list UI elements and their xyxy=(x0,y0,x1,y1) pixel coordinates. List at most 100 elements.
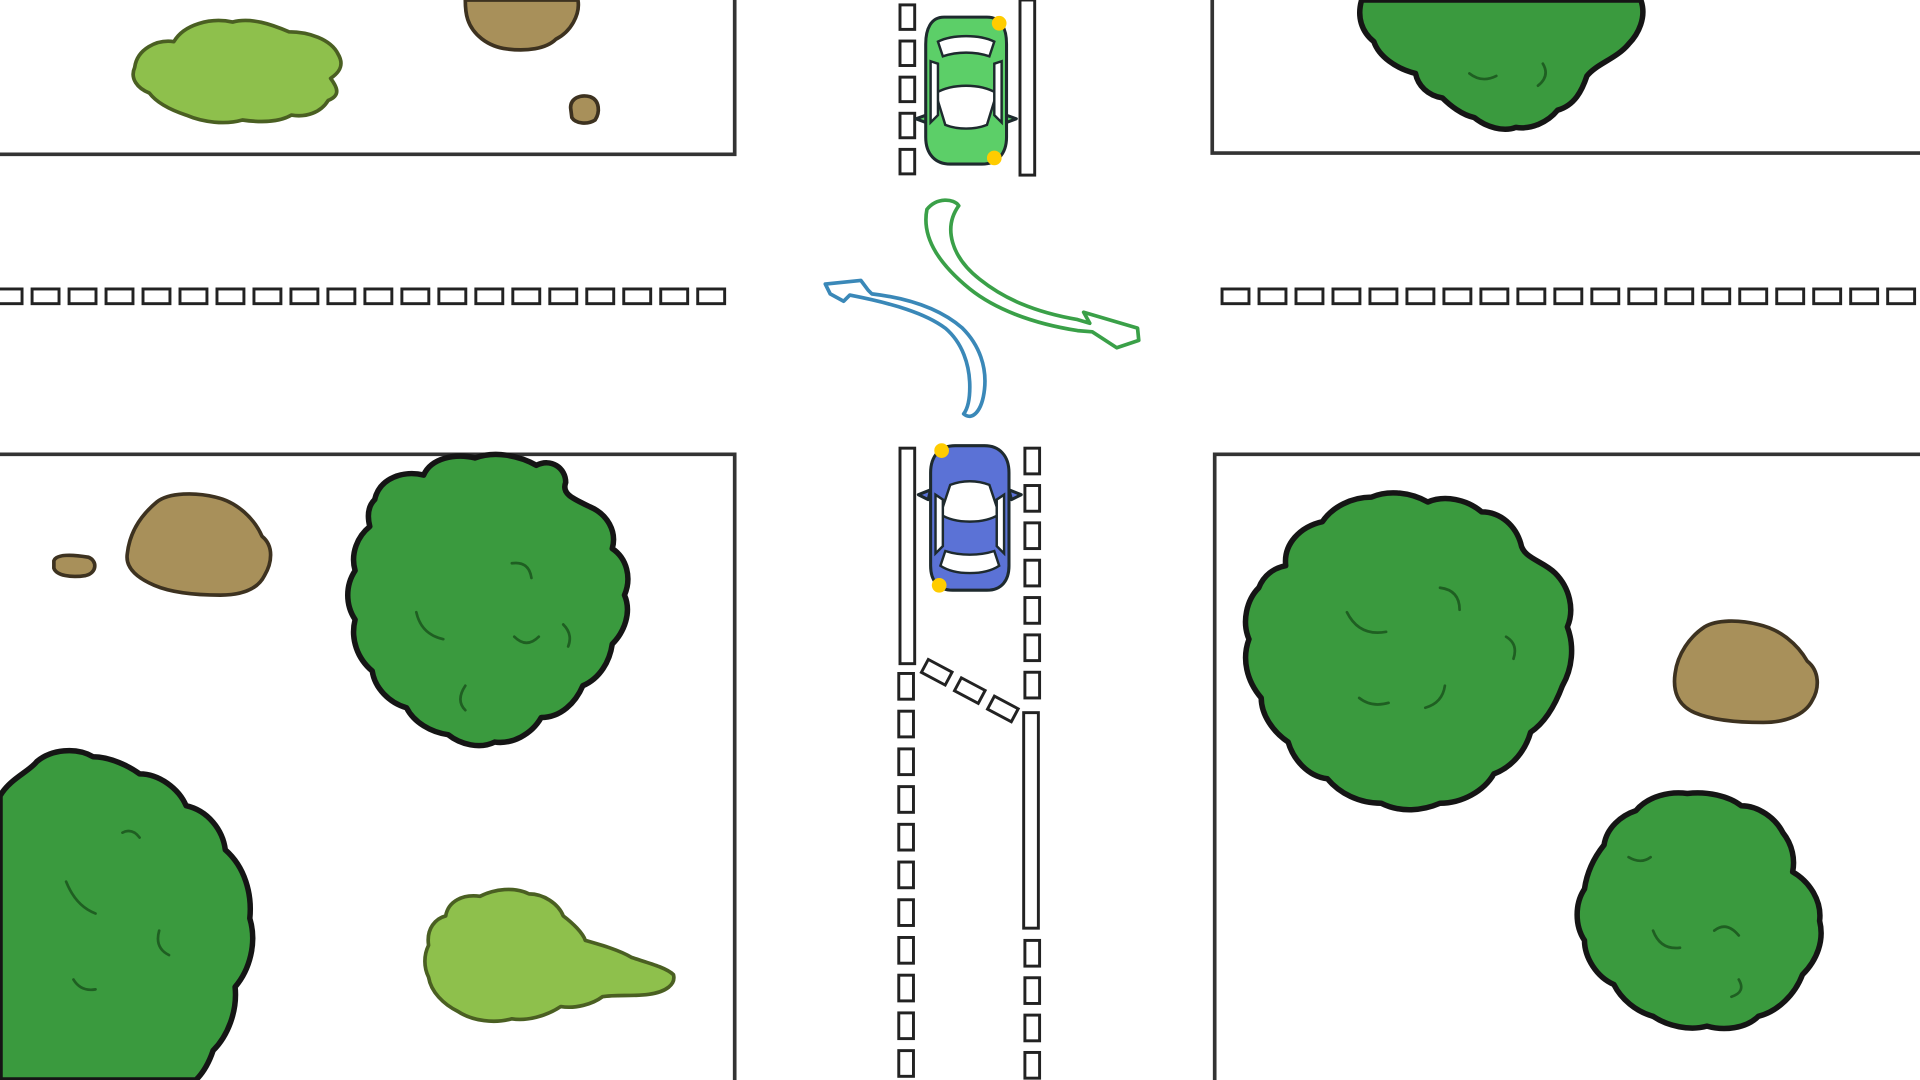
center-line-dash xyxy=(1886,287,1917,306)
lane-line-dash xyxy=(1023,670,1042,700)
pebble xyxy=(52,553,97,579)
tree xyxy=(1574,790,1824,1032)
lane-line-dash xyxy=(897,1049,915,1078)
center-line-dash xyxy=(1479,287,1510,306)
center-line-dash xyxy=(1664,287,1695,306)
center-line-dash xyxy=(474,287,505,306)
top-left-block-vegetation xyxy=(131,0,601,125)
blue-car-side-window-left xyxy=(934,492,945,557)
center-line-dash xyxy=(1627,287,1658,306)
lane-line-dash xyxy=(898,3,917,31)
lane-line-dash xyxy=(1023,938,1042,968)
lane-line-dash xyxy=(898,39,917,67)
lane-line-dash xyxy=(897,898,915,927)
center-line-dash xyxy=(289,287,320,306)
green-car-turn-signal-front xyxy=(986,150,1002,166)
center-line-dash xyxy=(1257,287,1288,306)
lane-line-dash xyxy=(898,75,917,104)
center-line-dash xyxy=(141,287,172,306)
center-line-dash xyxy=(400,287,431,306)
center-line-dash xyxy=(1590,287,1621,306)
lane-line-dash xyxy=(1023,1050,1042,1080)
lane-line-dash xyxy=(1023,633,1042,663)
top-right-block-vegetation xyxy=(1357,0,1646,133)
center-line-dash xyxy=(1294,287,1325,306)
center-line-dash xyxy=(326,287,357,306)
center-line-dash xyxy=(437,287,468,306)
curb-bottom-left xyxy=(0,452,737,1080)
solid-lane-line xyxy=(898,446,917,666)
lane-line-dash xyxy=(898,147,917,176)
bush xyxy=(423,887,676,1024)
pebble xyxy=(568,94,601,125)
center-line-dash xyxy=(548,287,579,306)
tree xyxy=(0,747,256,1080)
lane-line-dash xyxy=(898,111,917,140)
green-car-side-window-right xyxy=(993,59,1003,126)
curb-top-left xyxy=(0,0,737,157)
turn-lane-taper-dash xyxy=(952,675,988,706)
blue-car xyxy=(916,443,1023,593)
solid-lane-line xyxy=(1018,0,1037,177)
lane-line-dash xyxy=(897,935,915,965)
center-line-dash xyxy=(511,287,542,306)
blue-car-turn-signal-front xyxy=(934,443,949,458)
tree-detail xyxy=(414,561,572,712)
green-car-turn-signal-rear xyxy=(991,15,1007,31)
bottom-left-block-vegetation xyxy=(0,451,676,1080)
center-line-dash xyxy=(659,287,690,306)
turn-lane-taper-dash xyxy=(919,657,955,688)
center-line-dash xyxy=(585,287,616,306)
center-line-dash xyxy=(1849,287,1880,306)
center-line-dash xyxy=(1738,287,1769,306)
lane-line-dash xyxy=(1023,521,1042,551)
lane-line-dash xyxy=(897,973,915,1003)
blue-arrow-path xyxy=(823,278,987,419)
center-line-dash xyxy=(30,287,61,306)
blue-car-side-window-right xyxy=(995,492,1006,557)
lane-line-dash xyxy=(897,822,915,852)
center-line-dash xyxy=(1220,287,1251,306)
tree-detail xyxy=(1627,855,1743,999)
center-line-dash xyxy=(252,287,283,306)
rock xyxy=(125,492,273,597)
center-line-dash xyxy=(1553,287,1584,306)
lane-line-dash xyxy=(1023,558,1042,588)
blue-car-windshield xyxy=(938,480,1001,523)
center-line-dash xyxy=(0,287,24,306)
tree-detail xyxy=(1468,62,1547,88)
center-line-dash xyxy=(1368,287,1399,306)
lane-line-dash xyxy=(1023,976,1042,1005)
lane-line-dash xyxy=(1023,1013,1042,1043)
green-turn-arrow xyxy=(924,198,1141,350)
center-line-dash xyxy=(1701,287,1732,306)
bottom-right-block-vegetation xyxy=(1242,490,1824,1032)
tree-detail xyxy=(64,829,171,992)
lane-line-dash xyxy=(897,709,915,739)
center-line-dash xyxy=(696,287,727,306)
green-car-windshield xyxy=(934,84,999,130)
center-line-dash xyxy=(1775,287,1806,306)
lane-line-dash xyxy=(897,672,915,701)
lane-line-dash xyxy=(1023,596,1042,625)
blue-car-turn-signal-rear xyxy=(931,577,947,593)
lane-line-dash xyxy=(897,747,915,777)
blue-car-rear-window xyxy=(938,549,1001,575)
bush xyxy=(131,18,343,125)
curb-bottom-right xyxy=(1212,452,1920,1080)
center-line-dash xyxy=(363,287,394,306)
tree xyxy=(1357,0,1646,133)
green-car-side-window-left xyxy=(929,59,940,126)
curb-top-right xyxy=(1210,0,1920,155)
center-line-dash xyxy=(1442,287,1473,306)
center-line-dash xyxy=(104,287,135,306)
tree-detail xyxy=(1345,586,1517,710)
tree xyxy=(345,451,631,749)
tree xyxy=(1242,490,1575,813)
center-line-dash xyxy=(1812,287,1843,306)
center-line-dash xyxy=(178,287,209,306)
